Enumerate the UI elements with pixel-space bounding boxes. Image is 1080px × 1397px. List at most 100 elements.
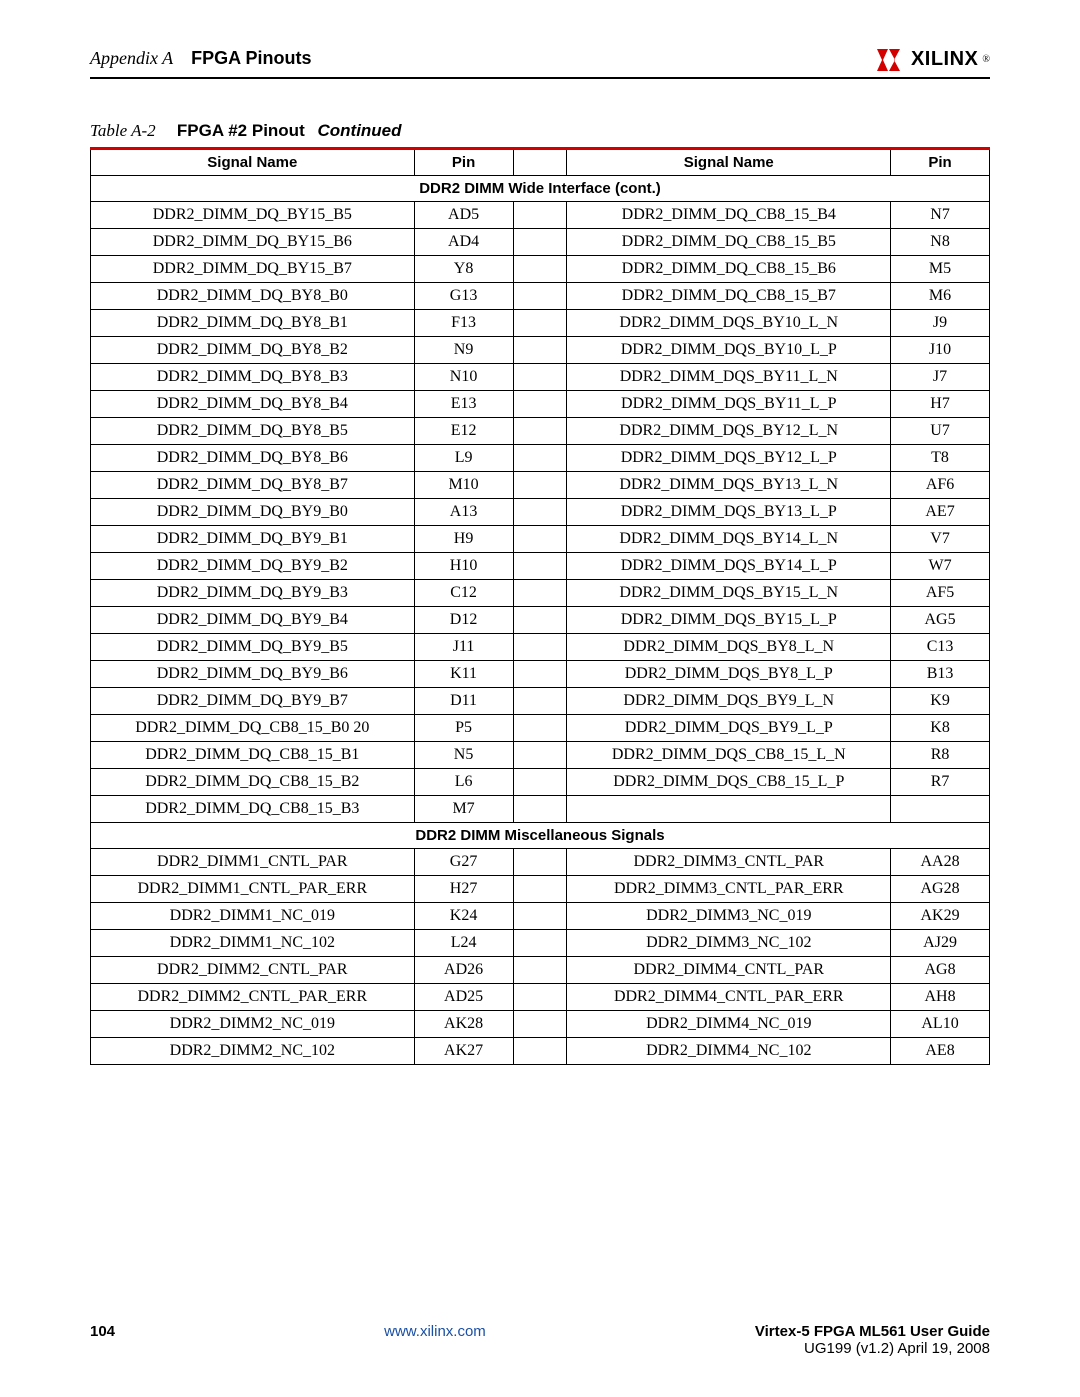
signal-right-cell: DDR2_DIMM4_CNTL_PAR [567,957,891,984]
pin-left-cell: J11 [414,634,513,661]
signal-left-cell: DDR2_DIMM_DQ_BY9_B3 [91,580,415,607]
signal-left-cell: DDR2_DIMM_DQ_BY9_B7 [91,688,415,715]
gap-cell [513,715,567,742]
table-row: DDR2_DIMM_DQ_CB8_15_B1N5DDR2_DIMM_DQS_CB… [91,742,990,769]
section-title: FPGA Pinouts [191,48,311,68]
pin-left-cell: F13 [414,310,513,337]
pin-right-cell: AJ29 [891,930,990,957]
signal-left-cell: DDR2_DIMM2_CNTL_PAR_ERR [91,984,415,1011]
pin-left-cell: D12 [414,607,513,634]
table-row: DDR2_DIMM2_CNTL_PAR_ERRAD25DDR2_DIMM4_CN… [91,984,990,1011]
signal-left-cell: DDR2_DIMM2_CNTL_PAR [91,957,415,984]
table-row: DDR2_DIMM_DQ_BY8_B1F13DDR2_DIMM_DQS_BY10… [91,310,990,337]
signal-left-cell: DDR2_DIMM1_CNTL_PAR [91,849,415,876]
table-row: DDR2_DIMM_DQ_CB8_15_B2L6DDR2_DIMM_DQS_CB… [91,769,990,796]
table-row: DDR2_DIMM_DQ_BY8_B0G13DDR2_DIMM_DQ_CB8_1… [91,283,990,310]
gap-cell [513,634,567,661]
pin-left-cell: AD26 [414,957,513,984]
gap-cell [513,796,567,823]
table-row: DDR2_DIMM_DQ_BY8_B4E13DDR2_DIMM_DQS_BY11… [91,391,990,418]
footer-url-link[interactable]: www.xilinx.com [384,1323,486,1340]
pin-left-cell: H10 [414,553,513,580]
pin-right-cell [891,796,990,823]
signal-left-cell: DDR2_DIMM_DQ_CB8_15_B0 20 [91,715,415,742]
signal-right-cell: DDR2_DIMM_DQ_CB8_15_B6 [567,256,891,283]
pin-right-cell: W7 [891,553,990,580]
pin-right-cell: AK29 [891,903,990,930]
section-header-cell: DDR2 DIMM Wide Interface (cont.) [91,176,990,202]
pin-left-cell: N5 [414,742,513,769]
signal-right-cell: DDR2_DIMM_DQS_BY14_L_P [567,553,891,580]
gap-cell [513,903,567,930]
table-row: DDR2_DIMM_DQ_BY8_B5E12DDR2_DIMM_DQS_BY12… [91,418,990,445]
gap-cell [513,283,567,310]
gap-cell [513,849,567,876]
pin-left-cell: L6 [414,769,513,796]
pin-right-cell: AG5 [891,607,990,634]
signal-left-cell: DDR2_DIMM_DQ_BY9_B2 [91,553,415,580]
table-row: DDR2_DIMM1_CNTL_PAR_ERRH27DDR2_DIMM3_CNT… [91,876,990,903]
table-header-row: Signal Name Pin Signal Name Pin [91,149,990,176]
signal-left-cell: DDR2_DIMM_DQ_BY9_B1 [91,526,415,553]
gap-cell [513,876,567,903]
col-pin-right: Pin [891,149,990,176]
pin-left-cell: D11 [414,688,513,715]
table-row: DDR2_DIMM_DQ_BY8_B2N9DDR2_DIMM_DQS_BY10_… [91,337,990,364]
signal-right-cell [567,796,891,823]
pin-left-cell: H9 [414,526,513,553]
gap-cell [513,445,567,472]
signal-right-cell: DDR2_DIMM3_CNTL_PAR [567,849,891,876]
signal-right-cell: DDR2_DIMM_DQS_BY11_L_N [567,364,891,391]
col-pin-left: Pin [414,149,513,176]
pin-right-cell: AF6 [891,472,990,499]
signal-left-cell: DDR2_DIMM_DQ_BY9_B5 [91,634,415,661]
pin-right-cell: C13 [891,634,990,661]
signal-right-cell: DDR2_DIMM_DQS_BY9_L_P [567,715,891,742]
pin-right-cell: AH8 [891,984,990,1011]
signal-left-cell: DDR2_DIMM_DQ_BY15_B6 [91,229,415,256]
table-row: DDR2_DIMM_DQ_BY15_B7Y8DDR2_DIMM_DQ_CB8_1… [91,256,990,283]
signal-left-cell: DDR2_DIMM_DQ_BY8_B5 [91,418,415,445]
table-row: DDR2_DIMM_DQ_CB8_15_B3M7 [91,796,990,823]
pin-right-cell: R8 [891,742,990,769]
pin-right-cell: B13 [891,661,990,688]
signal-right-cell: DDR2_DIMM4_CNTL_PAR_ERR [567,984,891,1011]
signal-right-cell: DDR2_DIMM_DQS_BY8_L_P [567,661,891,688]
signal-right-cell: DDR2_DIMM_DQS_BY12_L_N [567,418,891,445]
signal-right-cell: DDR2_DIMM_DQS_BY10_L_P [567,337,891,364]
pin-right-cell: J9 [891,310,990,337]
pin-right-cell: H7 [891,391,990,418]
page-header: Appendix A FPGA Pinouts XILINX® [90,48,990,79]
table-row: DDR2_DIMM_DQ_BY9_B4D12DDR2_DIMM_DQS_BY15… [91,607,990,634]
gap-cell [513,688,567,715]
gap-cell [513,930,567,957]
gap-cell [513,499,567,526]
table-row: DDR2_DIMM_DQ_BY9_B7D11DDR2_DIMM_DQS_BY9_… [91,688,990,715]
table-row: DDR2_DIMM_DQ_BY15_B6AD4DDR2_DIMM_DQ_CB8_… [91,229,990,256]
pin-right-cell: AA28 [891,849,990,876]
pin-left-cell: L9 [414,445,513,472]
pin-left-cell: P5 [414,715,513,742]
signal-right-cell: DDR2_DIMM_DQ_CB8_15_B4 [567,202,891,229]
signal-left-cell: DDR2_DIMM_DQ_BY8_B7 [91,472,415,499]
page: Appendix A FPGA Pinouts XILINX® Table A-… [0,0,1080,1397]
table-row: DDR2_DIMM2_NC_102AK27DDR2_DIMM4_NC_102AE… [91,1038,990,1065]
xilinx-logo-text: XILINX [911,48,978,71]
gap-cell [513,957,567,984]
signal-left-cell: DDR2_DIMM_DQ_CB8_15_B3 [91,796,415,823]
gap-cell [513,1038,567,1065]
signal-right-cell: DDR2_DIMM_DQS_CB8_15_L_N [567,742,891,769]
caption-continued: Continued [317,121,401,140]
signal-left-cell: DDR2_DIMM2_NC_102 [91,1038,415,1065]
pin-right-cell: J10 [891,337,990,364]
col-signal-left: Signal Name [91,149,415,176]
pin-right-cell: K9 [891,688,990,715]
table-row: DDR2_DIMM_DQ_BY15_B5AD5DDR2_DIMM_DQ_CB8_… [91,202,990,229]
signal-right-cell: DDR2_DIMM4_NC_019 [567,1011,891,1038]
table-row: DDR2_DIMM1_NC_019K24DDR2_DIMM3_NC_019AK2… [91,903,990,930]
pinout-table: Signal Name Pin Signal Name Pin DDR2 DIM… [90,147,990,1065]
gap-cell [513,984,567,1011]
signal-left-cell: DDR2_DIMM_DQ_BY9_B4 [91,607,415,634]
signal-right-cell: DDR2_DIMM_DQS_BY15_L_N [567,580,891,607]
table-row: DDR2_DIMM_DQ_BY8_B3N10DDR2_DIMM_DQS_BY11… [91,364,990,391]
